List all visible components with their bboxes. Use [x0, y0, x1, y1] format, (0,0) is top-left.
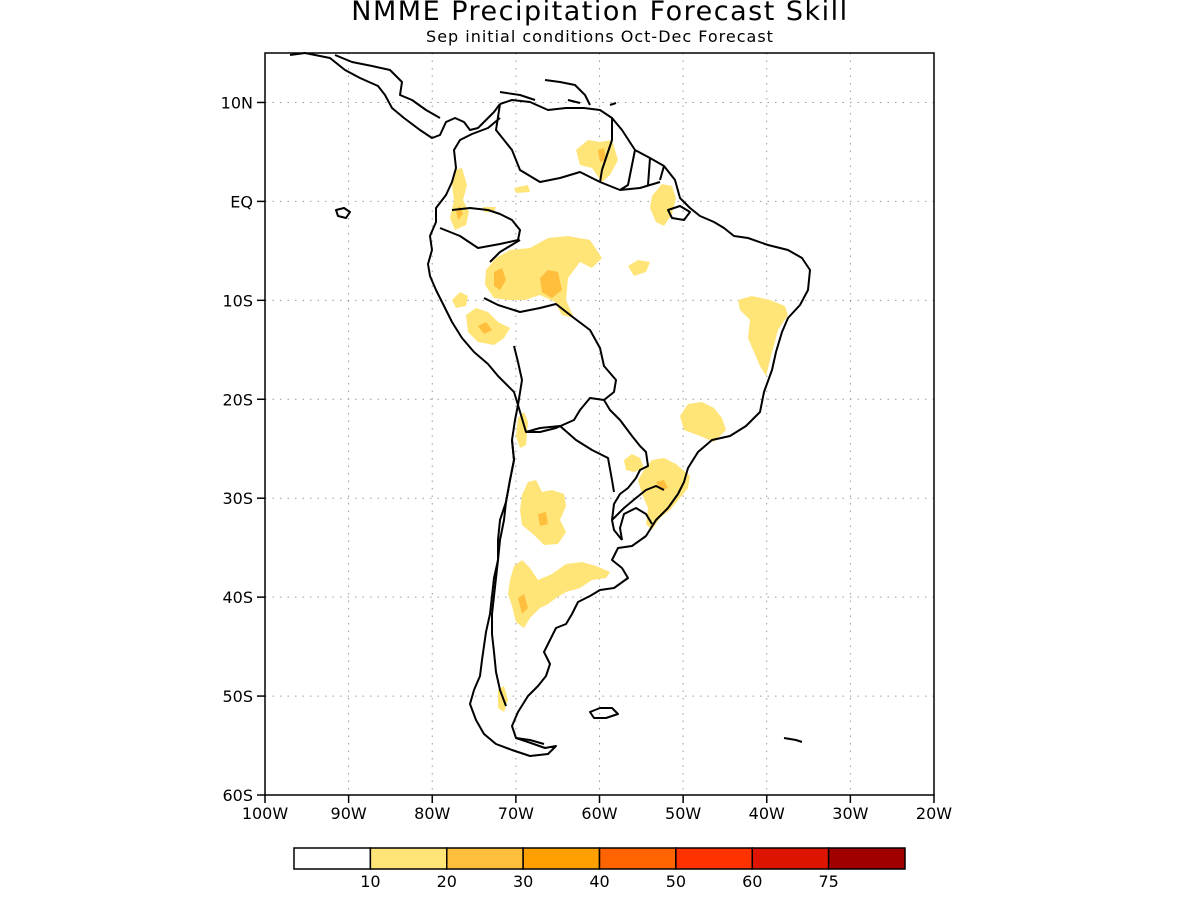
- skill-area-paraguay-south: [624, 454, 644, 472]
- central-america-coastline: [289, 52, 501, 139]
- skill-area-minas: [680, 402, 726, 442]
- skill-area-peru-north: [452, 292, 468, 308]
- colorbar-swatch: [446, 847, 524, 870]
- lat-tick-label: 20S: [222, 390, 253, 409]
- colorbar-swatch: [751, 847, 830, 870]
- map-subtitle: Sep initial conditions Oct-Dec Forecast: [426, 27, 774, 46]
- south-georgia: [783, 737, 803, 743]
- skill-core-amazon: [540, 270, 562, 298]
- colorbar-swatch: [675, 847, 753, 870]
- lat-tick-label: 40S: [222, 588, 253, 607]
- colorbar-swatch: [369, 847, 448, 870]
- colorbar-swatch: [827, 847, 906, 870]
- colorbar: [293, 847, 906, 870]
- lon-tick-label: 40W: [749, 804, 785, 823]
- lon-tick-label: 60W: [581, 804, 617, 823]
- lon-tick-label: 30W: [832, 804, 868, 823]
- skill-area-colombia-east: [514, 185, 530, 193]
- skill-core-argentina-center: [538, 512, 548, 526]
- skill-core-peru: [478, 322, 492, 334]
- galapagos: [335, 207, 351, 219]
- colorbar-swatch: [522, 847, 601, 870]
- colorbar-label: 10: [360, 872, 380, 891]
- lat-tick-label: 50S: [222, 687, 253, 706]
- lat-tick-label: 10N: [221, 93, 253, 112]
- lat-tick-label: 60S: [222, 786, 253, 805]
- longitude-labels: 100W 90W 80W 70W 60W 50W 40W 30W 20W: [242, 804, 952, 823]
- tierra-del-fuego: [515, 737, 545, 745]
- lat-tick-label: EQ: [230, 192, 253, 211]
- south-america-coastline: [427, 99, 811, 757]
- skill-core-guyana: [598, 148, 606, 162]
- axis-ticks: [257, 101, 935, 803]
- latitude-labels: 10N EQ 10S 20S 30S 40S 50S 60S: [221, 93, 253, 805]
- lon-tick-label: 70W: [498, 804, 534, 823]
- skill-area-argentina-south: [508, 560, 610, 628]
- coastlines-borders: [289, 52, 811, 757]
- skill-area-bahia: [738, 296, 788, 376]
- colorbar-label: 40: [589, 872, 609, 891]
- lat-tick-label: 10S: [222, 291, 253, 310]
- skill-area-chile-north: [516, 412, 528, 448]
- colorbar-label: 50: [666, 872, 686, 891]
- colorbar-label: 30: [513, 872, 533, 891]
- skill-area-colombia: [450, 168, 469, 230]
- marajo-island: [667, 205, 691, 221]
- lat-tick-label: 30S: [222, 489, 253, 508]
- skill-core-argentina-south: [518, 594, 528, 614]
- chile-argentina-border: [491, 439, 515, 707]
- caribbean-islands: [499, 79, 591, 106]
- colorbar-label: 60: [742, 872, 762, 891]
- skill-area-argentina-center: [520, 480, 566, 545]
- central-america-north-coast: [334, 54, 441, 119]
- lon-tick-label: 50W: [665, 804, 701, 823]
- lon-tick-label: 80W: [414, 804, 450, 823]
- map-title: NMME Precipitation Forecast Skill: [351, 0, 849, 27]
- lon-tick-label: 90W: [331, 804, 367, 823]
- skill-area-amazon-center: [628, 260, 650, 276]
- colorbar-label: 20: [437, 872, 457, 891]
- lon-tick-label: 100W: [242, 804, 289, 823]
- trinidad: [609, 102, 617, 106]
- skill-area-amapa: [650, 184, 676, 226]
- colorbar-labels: 10 20 30 40 50 60 75: [360, 872, 839, 891]
- colorbar-swatch: [293, 847, 372, 870]
- national-borders: [439, 103, 665, 541]
- skill-area-rio-grande: [638, 458, 690, 530]
- falkland-islands: [589, 707, 619, 719]
- lon-tick-label: 20W: [916, 804, 952, 823]
- skill-shading: [450, 140, 788, 712]
- colorbar-swatch: [598, 847, 677, 870]
- colorbar-label: 75: [818, 872, 838, 891]
- skill-core-amazon-west: [494, 268, 506, 290]
- uruguay-border: [619, 507, 653, 541]
